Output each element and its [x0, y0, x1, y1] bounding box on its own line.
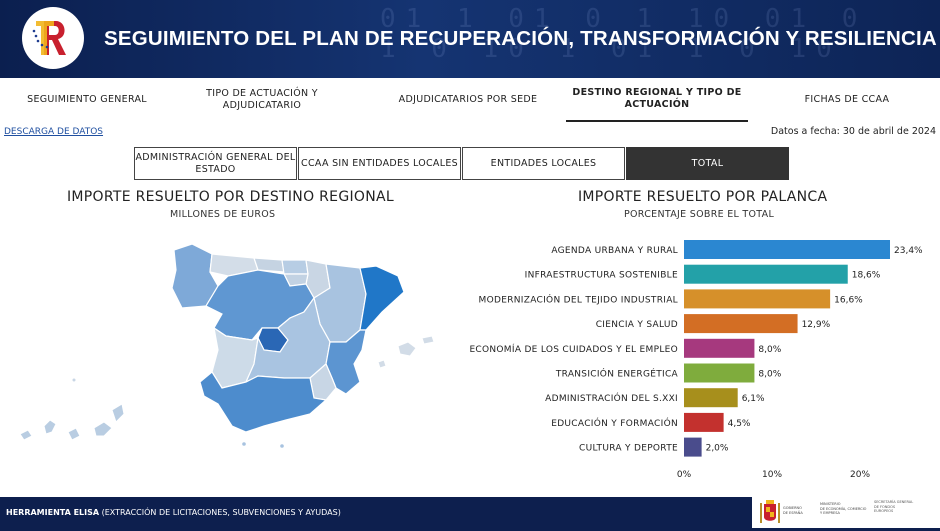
- main-nav: SEGUIMIENTO GENERAL TIPO DE ACTUACIÓN Y …: [0, 78, 940, 124]
- bar-value-label: 18,6%: [852, 271, 881, 281]
- map-region-canarias-1[interactable]: [19, 429, 33, 441]
- bar: [684, 338, 755, 358]
- footer-tool-text: HERRAMIENTA ELISA (EXTRACCIÓN DE LICITAC…: [6, 508, 341, 517]
- map-region-cataluna[interactable]: [359, 265, 405, 331]
- bar: [684, 264, 848, 284]
- x-tick-label: 0%: [677, 470, 692, 480]
- ministry-name: MINISTERIO DE ECONOMÍA, COMERCIO Y EMPRE…: [820, 502, 866, 516]
- chart-title: IMPORTE RESUELTO POR PALANCA: [578, 189, 828, 205]
- bar-value-label: 8,0%: [758, 370, 781, 380]
- map-region-baleares[interactable]: [397, 341, 417, 357]
- bar-category-label: EDUCACIÓN Y FORMACIÓN: [551, 417, 678, 429]
- map-title: IMPORTE RESUELTO POR DESTINO REGIONAL: [67, 189, 394, 205]
- ministry-line-3: Y EMPRESA: [820, 511, 840, 515]
- nav-tab-tipo-actuacion[interactable]: TIPO DE ACTUACIÓN Y ADJUDICATARIO: [206, 88, 318, 111]
- map-region-baleares-menorca[interactable]: [421, 335, 435, 345]
- footer-tool-description: (EXTRACCIÓN DE LICITACIONES, SUBVENCIONE…: [99, 508, 341, 517]
- map-region-melilla[interactable]: [280, 444, 284, 448]
- spain-regions-map[interactable]: [14, 232, 444, 452]
- secretary-line-3: EUROPEOS: [874, 509, 894, 513]
- filter-tab-entidades-locales[interactable]: ENTIDADES LOCALES: [462, 147, 625, 180]
- bar: [684, 240, 890, 259]
- download-data-link[interactable]: DESCARGA DE DATOS: [4, 127, 104, 137]
- secretary-name: SECRETARÍA GENERAL DE FONDOS EUROPEOS: [874, 500, 913, 514]
- map-region-canarias-4[interactable]: [93, 421, 113, 437]
- bar-value-label: 8,0%: [758, 345, 781, 355]
- bar-category-label: INFRAESTRUCTURA SOSTENIBLE: [525, 271, 678, 281]
- map-region-comunidad-valenciana[interactable]: [325, 329, 367, 395]
- prtr-logo-icon: [22, 7, 84, 69]
- nav-tab-adjudicatarios-sede[interactable]: ADJUDICATARIOS POR SEDE: [398, 94, 538, 105]
- filter-tab-total[interactable]: TOTAL: [626, 147, 789, 180]
- footer-tool-name: HERRAMIENTA ELISA: [6, 508, 100, 517]
- bar-category-label: CULTURA Y DEPORTE: [579, 444, 678, 454]
- bar-value-label: 2,0%: [706, 444, 729, 454]
- gov-label-2: DE ESPAÑA: [783, 510, 803, 515]
- map-region-canarias-2[interactable]: [43, 419, 57, 435]
- nav-tab-seguimiento-general[interactable]: SEGUIMIENTO GENERAL: [27, 94, 147, 105]
- bar-category-label: ADMINISTRACIÓN DEL S.XXI: [545, 392, 678, 404]
- bar: [684, 437, 702, 457]
- ministry-line-2: DE ECONOMÍA, COMERCIO: [820, 506, 867, 511]
- bar: [684, 314, 798, 334]
- secretary-line-2: DE FONDOS: [874, 504, 896, 509]
- bar-category-label: TRANSICIÓN ENERGÉTICA: [555, 368, 679, 380]
- nav-tab-fichas-ccaa[interactable]: FICHAS DE CCAA: [804, 94, 890, 105]
- map-region-canarias-3[interactable]: [67, 427, 81, 441]
- bar-value-label: 23,4%: [894, 246, 923, 256]
- bar: [684, 289, 831, 309]
- map-region-andalucia[interactable]: [199, 371, 328, 433]
- bar-value-label: 4,5%: [728, 419, 751, 429]
- map-subtitle: MILLONES DE EUROS: [170, 209, 276, 220]
- map-region-baleares-ibiza[interactable]: [377, 359, 387, 369]
- bar-category-label: MODERNIZACIÓN DEL TEJIDO INDUSTRIAL: [479, 293, 678, 305]
- bar-category-label: CIENCIA Y SALUD: [596, 320, 678, 330]
- filter-tab-age[interactable]: ADMINISTRACIÓN GENERAL DEL ESTADO: [134, 147, 297, 180]
- government-logo-block: GOBIERNO DE ESPAÑA MINISTERIO DE ECONOMÍ…: [752, 497, 940, 528]
- map-region-portugal-dot: [72, 378, 76, 382]
- bar-category-label: AGENDA URBANA Y RURAL: [551, 246, 678, 256]
- bar: [684, 363, 755, 383]
- data-date-label: Datos a fecha: 30 de abril de 2024: [770, 126, 936, 137]
- filter-tab-ccaa[interactable]: CCAA SIN ENTIDADES LOCALES: [298, 147, 461, 180]
- header-banner: 01 1 01 0 1 10 01 0 1 0 10 1 01 1 0 10 S…: [0, 0, 940, 78]
- ministry-line-1: MINISTERIO: [820, 502, 841, 506]
- bar-value-label: 12,9%: [802, 320, 831, 330]
- x-tick-label: 20%: [850, 470, 870, 480]
- nav-tab-destino-regional[interactable]: DESTINO REGIONAL Y TIPO DE ACTUACIÓN: [566, 78, 748, 122]
- binary-background-decoration: 01 1 01 0 1 10 01 0 1 0 10 1 01 1 0 10: [380, 4, 868, 64]
- x-tick-label: 10%: [762, 470, 782, 480]
- map-region-canarias-5[interactable]: [111, 403, 125, 423]
- secretary-line-1: SECRETARÍA GENERAL: [874, 500, 914, 504]
- spain-coat-of-arms-icon: GOBIERNO DE ESPAÑA: [760, 500, 803, 523]
- footer-bar: HERRAMIENTA ELISA (EXTRACCIÓN DE LICITAC…: [0, 497, 940, 531]
- palanca-bar-chart: AGENDA URBANA Y RURAL 23,4% INFRAESTRUCTUR…: [469, 240, 923, 480]
- bar-value-label: 16,6%: [834, 295, 863, 305]
- page-title: SEGUIMIENTO DEL PLAN DE RECUPERACIÓN, TR…: [104, 27, 937, 50]
- bar: [684, 388, 738, 408]
- bar: [684, 412, 724, 432]
- chart-subtitle: PORCENTAJE SOBRE EL TOTAL: [624, 209, 775, 220]
- bar-category-label: ECONOMÍA DE LOS CUIDADOS Y EL EMPLEO: [469, 343, 678, 355]
- map-region-pais-vasco[interactable]: [281, 259, 309, 275]
- gov-label-1: GOBIERNO: [783, 506, 802, 510]
- map-region-ceuta[interactable]: [242, 442, 246, 446]
- bar-value-label: 6,1%: [742, 394, 765, 404]
